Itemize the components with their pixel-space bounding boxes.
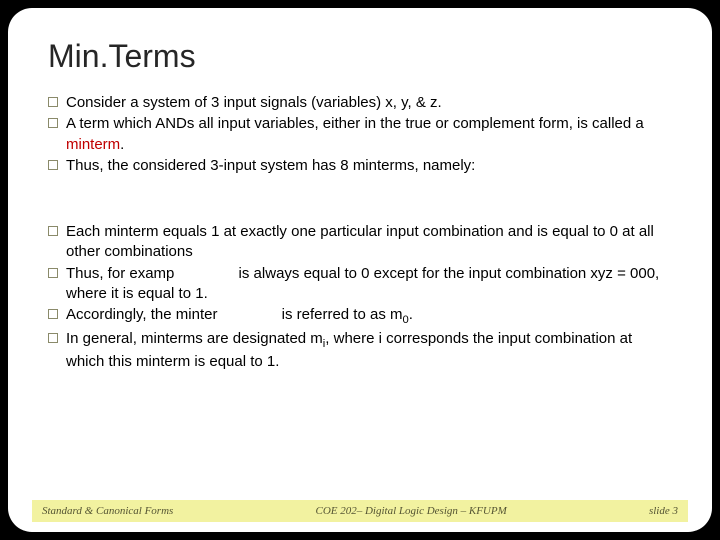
bullet-text: Accordingly, the minter is referred to a… — [66, 305, 672, 328]
bullet-text: Thus, the considered 3-input system has … — [66, 156, 672, 176]
bullet-box-icon — [48, 333, 58, 343]
bullet-item: Thus, for examp is always equal to 0 exc… — [48, 264, 672, 305]
bullet-item: Consider a system of 3 input signals (va… — [48, 93, 672, 113]
slide-footer: Standard & Canonical Forms COE 202– Digi… — [32, 500, 688, 522]
footer-right: slide 3 — [649, 505, 678, 517]
bullet-text: Thus, for examp is always equal to 0 exc… — [66, 264, 672, 305]
bullet-text: A term which ANDs all input variables, e… — [66, 114, 672, 155]
bullet-item: In general, minterms are designated mi, … — [48, 329, 672, 372]
bullet-box-icon — [48, 226, 58, 236]
bullet-text: In general, minterms are designated mi, … — [66, 329, 672, 372]
bullet-text: Consider a system of 3 input signals (va… — [66, 93, 672, 113]
bullet-item: Accordingly, the minter is referred to a… — [48, 305, 672, 328]
footer-center: COE 202– Digital Logic Design – KFUPM — [173, 505, 649, 517]
slide-content: Consider a system of 3 input signals (va… — [48, 93, 672, 373]
bullet-box-icon — [48, 309, 58, 319]
bullet-box-icon — [48, 160, 58, 170]
bullet-box-icon — [48, 97, 58, 107]
bullet-box-icon — [48, 118, 58, 128]
slide: Min.Terms Consider a system of 3 input s… — [8, 8, 712, 532]
bullet-text: Each minterm equals 1 at exactly one par… — [66, 222, 672, 263]
bullet-item: Thus, the considered 3-input system has … — [48, 156, 672, 176]
bullet-item: A term which ANDs all input variables, e… — [48, 114, 672, 155]
footer-left: Standard & Canonical Forms — [42, 505, 173, 517]
bullet-item: Each minterm equals 1 at exactly one par… — [48, 222, 672, 263]
slide-title: Min.Terms — [48, 38, 672, 75]
formula-placeholder — [48, 180, 672, 208]
bullet-box-icon — [48, 268, 58, 278]
